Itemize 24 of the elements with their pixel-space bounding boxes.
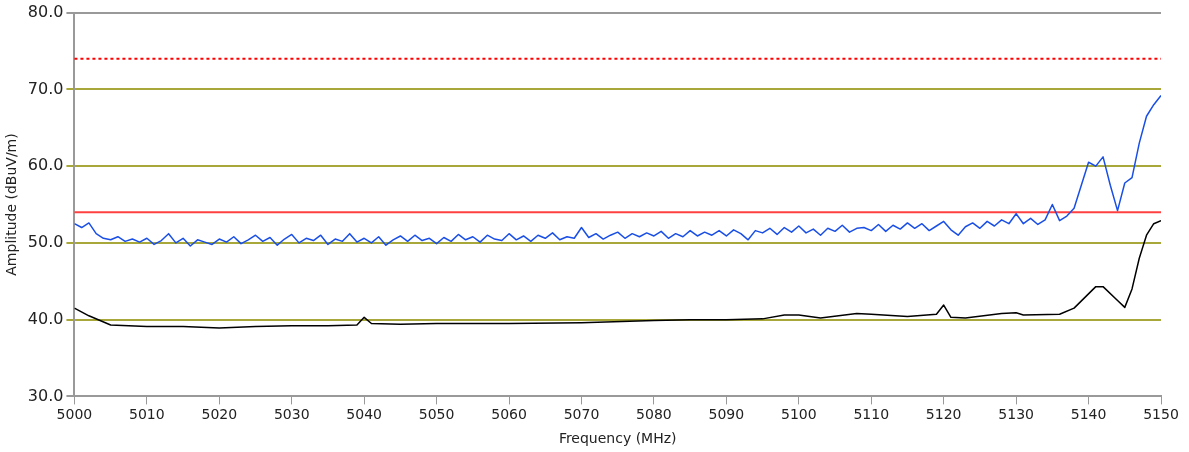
x-tick-label: 5070 bbox=[563, 406, 600, 423]
x-tick-label: 5010 bbox=[129, 406, 165, 423]
y-tick-label: 40.0 bbox=[27, 308, 64, 328]
y-tick-label: 80.0 bbox=[27, 1, 64, 21]
y-tick-label: 30.0 bbox=[27, 385, 64, 405]
x-tick-label: 5110 bbox=[853, 406, 890, 423]
x-tick-label: 5040 bbox=[346, 406, 382, 423]
x-axis-title: Frequency (MHz) bbox=[558, 430, 677, 447]
x-tick-label: 5130 bbox=[998, 406, 1034, 423]
x-tick-label: 5060 bbox=[491, 406, 527, 423]
y-tick-label: 60.0 bbox=[27, 155, 64, 175]
y-tick-label: 70.0 bbox=[27, 78, 64, 98]
x-tick-label: 5080 bbox=[636, 406, 672, 423]
x-tick-label: 5050 bbox=[418, 406, 455, 423]
y-axis-title: Amplitude (dBuV/m) bbox=[3, 133, 20, 276]
x-tick-label: 5120 bbox=[925, 406, 962, 423]
x-tick-label: 5100 bbox=[780, 406, 817, 423]
y-tick-label: 50.0 bbox=[27, 232, 64, 252]
x-tick-label: 5020 bbox=[201, 406, 238, 423]
x-tick-label: 5140 bbox=[1070, 406, 1107, 423]
x-tick-label: 5090 bbox=[708, 406, 745, 423]
x-tick-label: 5000 bbox=[56, 406, 93, 423]
x-tick-label: 5030 bbox=[273, 406, 310, 423]
x-tick-label: 5150 bbox=[1143, 406, 1179, 423]
